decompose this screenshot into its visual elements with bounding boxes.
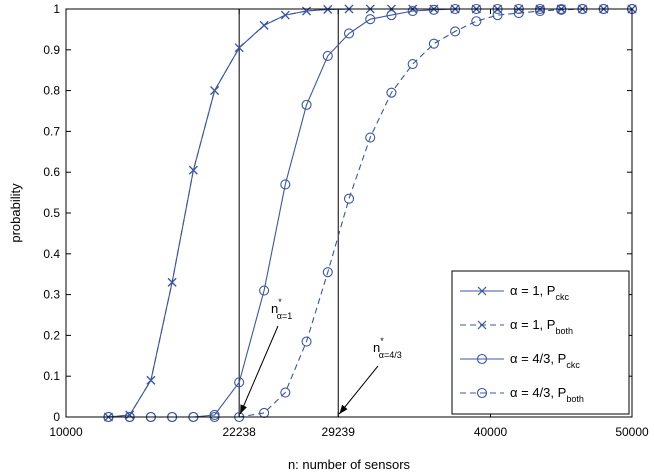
data-point xyxy=(322,50,333,61)
ticks-layer: 0 0.1 0.2 0.3 0.4 0.5 0.6 0.7 0.8 0.9 1 10000 22238 2… xyxy=(43,2,649,439)
data-point xyxy=(301,336,312,347)
data-point xyxy=(386,10,397,21)
y-tick-label: 0.1 xyxy=(43,369,60,383)
marker-stroke xyxy=(125,410,135,420)
data-point xyxy=(280,179,291,190)
legend: α = 1, Pckc α = 1, Pboth α = 4/3, Pckc α = … xyxy=(451,270,630,415)
legend-item: α = 4/3, Pckc xyxy=(460,351,580,370)
marker-stroke xyxy=(234,43,244,53)
data-point xyxy=(407,5,418,17)
data-point xyxy=(259,285,270,296)
data-point xyxy=(125,410,135,420)
legend-item: α = 4/3, Pboth xyxy=(460,385,584,404)
data-point xyxy=(450,26,461,37)
x-tick-label: 22238 xyxy=(222,425,256,439)
y-axis-label: probability xyxy=(8,183,23,243)
marker-stroke xyxy=(280,10,290,20)
legend-item: α = 1, Pboth xyxy=(460,317,573,336)
data-point xyxy=(146,375,156,385)
data-point xyxy=(365,14,376,25)
y-tick-label: 0.3 xyxy=(43,288,60,302)
annotation-1: n* α=1 xyxy=(239,297,292,415)
annotation-arrow xyxy=(338,365,379,415)
annotation-2: n* α=4/3 xyxy=(338,336,402,415)
marker-stroke xyxy=(210,86,219,96)
legend-swatch-marker xyxy=(477,320,487,330)
marker-stroke xyxy=(259,20,269,30)
data-point xyxy=(365,132,376,143)
x-axis-label: n: number of sensors xyxy=(288,457,411,472)
y-tick-label: 0.9 xyxy=(43,43,60,57)
annotation-label: n* α=4/3 xyxy=(373,336,402,360)
data-point xyxy=(386,87,397,98)
data-point xyxy=(280,387,291,398)
legend-swatch-marker xyxy=(477,286,487,296)
annotation-arrow xyxy=(239,325,279,415)
marker-stroke xyxy=(477,320,487,330)
legend-swatch-marker xyxy=(476,353,488,365)
y-tick-label: 0.8 xyxy=(43,84,60,98)
annotation-label: n* α=1 xyxy=(271,297,292,321)
y-tick-label: 1 xyxy=(53,2,60,16)
legend-swatch-marker xyxy=(476,387,488,399)
data-point xyxy=(343,193,355,204)
y-tick-label: 0.7 xyxy=(43,124,60,138)
data-point xyxy=(428,4,439,15)
plot-frame xyxy=(65,8,633,418)
legend-label: α = 4/3, Pckc xyxy=(510,351,580,370)
data-point xyxy=(343,28,355,39)
marker-stroke xyxy=(146,375,156,385)
y-tick-label: 0.6 xyxy=(43,165,60,179)
data-point xyxy=(210,86,219,96)
annotations: n* α=1 n* α=4/3 xyxy=(239,297,402,415)
x-tick-label: 29239 xyxy=(322,425,356,439)
data-point xyxy=(471,16,482,27)
legend-label: α = 1, Pckc xyxy=(510,283,569,302)
vertical-lines xyxy=(238,9,339,417)
data-point xyxy=(534,5,546,17)
x-tick-label: 10000 xyxy=(49,425,83,439)
data-point xyxy=(234,377,245,388)
data-point xyxy=(301,99,312,110)
data-point xyxy=(407,59,418,70)
y-tick-label: 0.2 xyxy=(43,328,60,342)
marker-stroke xyxy=(302,6,311,16)
legend-label: α = 4/3, Pboth xyxy=(510,385,584,404)
data-point xyxy=(492,10,503,21)
data-point xyxy=(167,277,177,287)
data-point xyxy=(556,4,567,15)
legend-box xyxy=(451,270,630,415)
y-tick-label: 0.5 xyxy=(43,206,60,220)
y-tick-label: 0.4 xyxy=(43,247,60,261)
data-point xyxy=(280,10,290,20)
legend-item: α = 1, Pckc xyxy=(460,283,569,302)
arrowhead xyxy=(339,404,348,414)
marker-stroke xyxy=(167,277,177,287)
legend-label: α = 1, Pboth xyxy=(510,317,573,336)
data-point xyxy=(188,165,198,175)
arrowhead xyxy=(240,404,247,414)
data-point xyxy=(302,6,311,16)
data-point xyxy=(234,43,244,53)
marker-stroke xyxy=(477,286,487,296)
y-tick-label: 0 xyxy=(53,410,60,424)
x-tick-label: 40000 xyxy=(474,425,508,439)
data-point xyxy=(259,20,269,30)
data-point xyxy=(322,267,333,278)
x-tick-label: 50000 xyxy=(615,425,649,439)
marker-stroke xyxy=(188,165,198,175)
data-point xyxy=(428,38,439,49)
